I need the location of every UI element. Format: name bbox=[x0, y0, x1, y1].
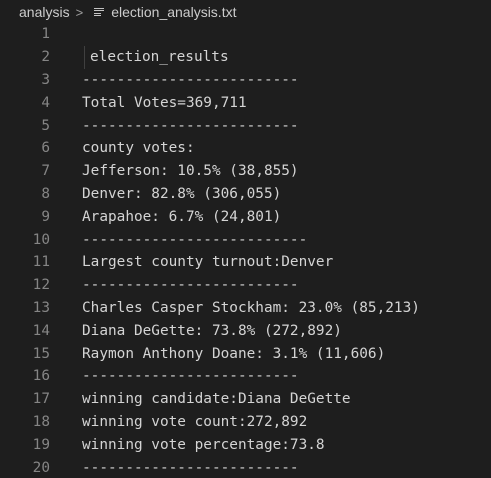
line-number: 17 bbox=[0, 391, 50, 407]
line-number: 1 bbox=[0, 26, 50, 42]
line-number: 8 bbox=[0, 186, 50, 202]
line-number: 18 bbox=[0, 414, 50, 430]
code-line[interactable]: 7 Jefferson: 10.5% (38,855) bbox=[0, 160, 491, 183]
breadcrumb-separator: > bbox=[76, 5, 84, 20]
line-number: 11 bbox=[0, 254, 50, 270]
line-text[interactable]: Total Votes=369,711 bbox=[82, 95, 247, 111]
line-text[interactable]: winning vote percentage:73.8 bbox=[82, 437, 325, 453]
code-line[interactable]: 20 ------------------------- bbox=[0, 456, 491, 478]
line-text[interactable]: Charles Casper Stockham: 23.0% (85,213) bbox=[82, 300, 420, 316]
line-text[interactable]: ------------------------- bbox=[82, 118, 299, 134]
code-line[interactable]: 12 ------------------------- bbox=[0, 274, 491, 297]
line-number: 3 bbox=[0, 72, 50, 88]
line-text[interactable]: ------------------------- bbox=[82, 460, 299, 476]
line-text[interactable]: Jefferson: 10.5% (38,855) bbox=[82, 163, 299, 179]
line-number: 16 bbox=[0, 368, 50, 384]
line-text[interactable]: ------------------------- bbox=[82, 72, 299, 88]
line-text[interactable]: Raymon Anthony Doane: 3.1% (11,606) bbox=[82, 346, 385, 362]
code-line[interactable]: 8 Denver: 82.8% (306,055) bbox=[0, 183, 491, 206]
code-line[interactable]: 16 ------------------------- bbox=[0, 365, 491, 388]
line-text[interactable]: county votes: bbox=[82, 140, 195, 156]
code-line[interactable]: 5 ------------------------- bbox=[0, 114, 491, 137]
code-line[interactable]: 14 Diana DeGette: 73.8% (272,892) bbox=[0, 319, 491, 342]
code-line[interactable]: 13 Charles Casper Stockham: 23.0% (85,21… bbox=[0, 297, 491, 320]
code-line[interactable]: 9 Arapahoe: 6.7% (24,801) bbox=[0, 205, 491, 228]
text-file-icon bbox=[94, 8, 104, 17]
line-number: 7 bbox=[0, 163, 50, 179]
line-text[interactable]: election_results bbox=[90, 49, 229, 65]
line-text[interactable]: winning vote count:272,892 bbox=[82, 414, 307, 430]
code-line[interactable]: 3 ------------------------- bbox=[0, 69, 491, 92]
line-number: 9 bbox=[0, 209, 50, 225]
code-line[interactable]: 19 winning vote percentage:73.8 bbox=[0, 433, 491, 456]
line-text[interactable]: ------------------------- bbox=[82, 277, 299, 293]
code-area[interactable]: 1 2 election_results 3 -----------------… bbox=[0, 23, 491, 478]
code-line[interactable]: 6 county votes: bbox=[0, 137, 491, 160]
line-text[interactable]: winning candidate:Diana DeGette bbox=[82, 391, 351, 407]
line-number: 20 bbox=[0, 460, 50, 476]
breadcrumb: analysis > election_analysis.txt bbox=[0, 0, 491, 24]
line-text[interactable]: -------------------------- bbox=[82, 232, 307, 248]
breadcrumb-file[interactable]: election_analysis.txt bbox=[111, 4, 236, 20]
line-number: 4 bbox=[0, 95, 50, 111]
line-text[interactable]: Denver: 82.8% (306,055) bbox=[82, 186, 281, 202]
code-line[interactable]: 10 -------------------------- bbox=[0, 228, 491, 251]
line-number: 12 bbox=[0, 277, 50, 293]
line-text[interactable]: Arapahoe: 6.7% (24,801) bbox=[82, 209, 281, 225]
line-number: 6 bbox=[0, 140, 50, 156]
code-line[interactable]: 15 Raymon Anthony Doane: 3.1% (11,606) bbox=[0, 342, 491, 365]
code-line[interactable]: 17 winning candidate:Diana DeGette bbox=[0, 388, 491, 411]
line-text[interactable]: ------------------------- bbox=[82, 368, 299, 384]
code-line[interactable]: 2 election_results bbox=[0, 46, 491, 69]
line-text[interactable]: Diana DeGette: 73.8% (272,892) bbox=[82, 323, 342, 339]
code-line[interactable]: 1 bbox=[0, 23, 491, 46]
indent-guide bbox=[84, 46, 85, 69]
line-text[interactable]: Largest county turnout:Denver bbox=[82, 254, 333, 270]
code-line[interactable]: 18 winning vote count:272,892 bbox=[0, 411, 491, 434]
line-number: 14 bbox=[0, 323, 50, 339]
line-number: 19 bbox=[0, 437, 50, 453]
line-number: 5 bbox=[0, 118, 50, 134]
line-number: 10 bbox=[0, 232, 50, 248]
code-line[interactable]: 4 Total Votes=369,711 bbox=[0, 91, 491, 114]
line-number: 2 bbox=[0, 49, 50, 65]
breadcrumb-folder[interactable]: analysis bbox=[19, 4, 70, 20]
line-number: 13 bbox=[0, 300, 50, 316]
line-number: 15 bbox=[0, 346, 50, 362]
code-line[interactable]: 11 Largest county turnout:Denver bbox=[0, 251, 491, 274]
